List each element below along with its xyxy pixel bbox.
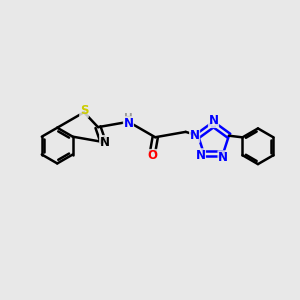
Text: N: N (124, 117, 134, 130)
Text: N: N (190, 129, 200, 142)
Text: S: S (80, 104, 88, 117)
Text: O: O (148, 149, 158, 163)
Text: N: N (208, 115, 218, 128)
Text: H: H (124, 113, 133, 123)
Text: N: N (218, 151, 228, 164)
Text: N: N (195, 149, 206, 162)
Text: N: N (100, 136, 110, 148)
